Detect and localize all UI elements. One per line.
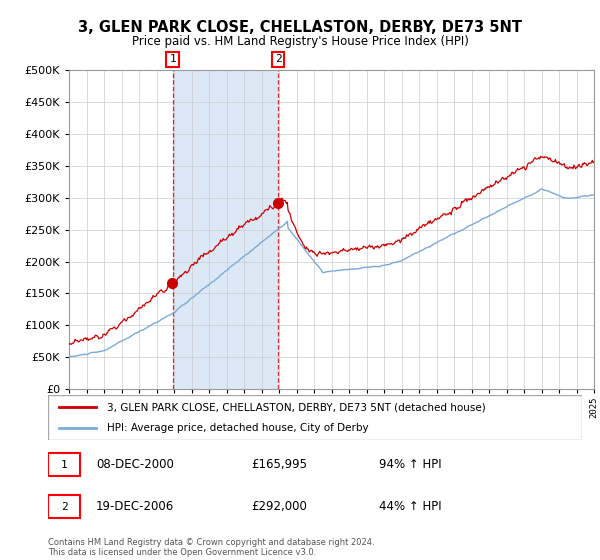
Text: 1: 1 [61, 460, 67, 469]
Text: £292,000: £292,000 [251, 500, 307, 513]
Text: 44% ↑ HPI: 44% ↑ HPI [379, 500, 442, 513]
Text: 3, GLEN PARK CLOSE, CHELLASTON, DERBY, DE73 5NT (detached house): 3, GLEN PARK CLOSE, CHELLASTON, DERBY, D… [107, 402, 485, 412]
Text: Contains HM Land Registry data © Crown copyright and database right 2024.
This d: Contains HM Land Registry data © Crown c… [48, 538, 374, 557]
Bar [48, 495, 80, 519]
Text: 1: 1 [169, 54, 176, 64]
Bar [173, 70, 278, 389]
Text: 08-DEC-2000: 08-DEC-2000 [96, 458, 174, 471]
Text: HPI: Average price, detached house, City of Derby: HPI: Average price, detached house, City… [107, 423, 368, 433]
Text: Price paid vs. HM Land Registry's House Price Index (HPI): Price paid vs. HM Land Registry's House … [131, 35, 469, 48]
Text: 94% ↑ HPI: 94% ↑ HPI [379, 458, 442, 471]
Text: £165,995: £165,995 [251, 458, 307, 471]
Text: 2: 2 [275, 54, 281, 64]
Bar [48, 452, 80, 476]
Text: 3, GLEN PARK CLOSE, CHELLASTON, DERBY, DE73 5NT: 3, GLEN PARK CLOSE, CHELLASTON, DERBY, D… [78, 20, 522, 35]
Text: 19-DEC-2006: 19-DEC-2006 [96, 500, 175, 513]
Text: 2: 2 [61, 502, 67, 511]
